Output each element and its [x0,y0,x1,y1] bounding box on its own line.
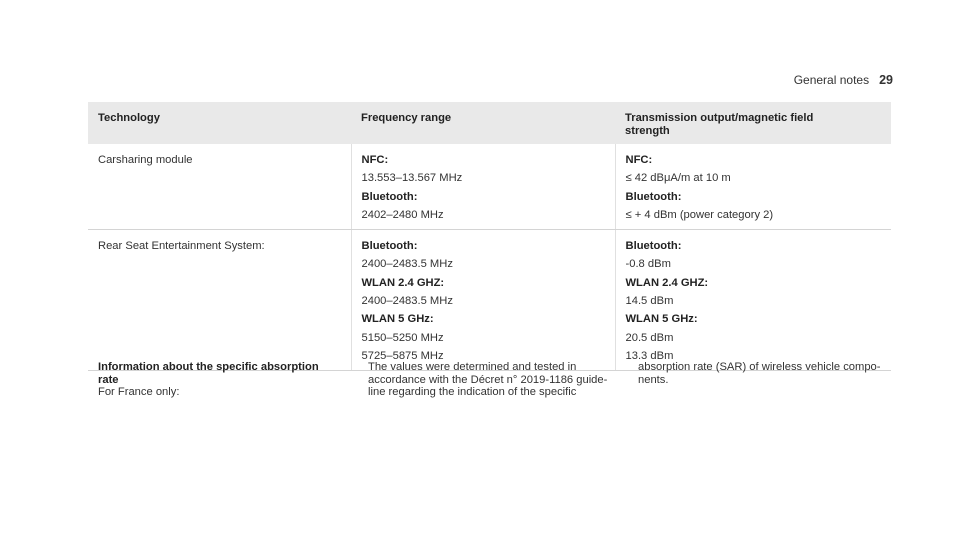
table-row: Carsharing module NFC: 13.553–13.567 MHz… [88,144,891,231]
frequency-value: 2402–2480 MHz [361,208,444,221]
info-text-line: line regarding the indication of the spe… [368,386,577,398]
frequency-value: 2400–2483.5 MHz [361,258,453,271]
info-column-1: Information about the specific absorptio… [98,361,343,399]
info-text-line: The values were determined and tested in [368,361,577,373]
output-value: -0.8 dBm [625,258,671,271]
page-header: General notes 29 [794,73,893,87]
cell-frequency: NFC: 13.553–13.567 MHz Bluetooth: 2402–2… [350,144,615,231]
output-value: 13.3 dBm [625,349,674,362]
page-number: 29 [879,73,893,87]
output-value: 20.5 dBm [625,331,674,344]
output-label: Bluetooth: [625,190,682,203]
table-header-row: Technology Frequency range Transmission … [88,102,891,144]
frequency-label: NFC: [361,154,389,166]
frequency-label: Bluetooth: [361,240,418,253]
output-value: ≤ 42 dBμA/m at 10 m [625,172,731,185]
cell-technology: Rear Seat Entertainment System: [88,229,351,372]
info-column-2: The values were determined and tested in… [368,361,608,399]
cell-output: NFC: ≤ 42 dBμA/m at 10 m Bluetooth: ≤ + … [614,144,891,231]
cell-frequency: Bluetooth: 2400–2483.5 MHz WLAN 2.4 GHZ:… [350,229,615,372]
output-label: NFC: [625,154,653,166]
frequency-label: Bluetooth: [361,190,418,203]
info-title-continued: rate [98,373,119,386]
cell-output: Bluetooth: -0.8 dBm WLAN 2.4 GHZ: 14.5 d… [614,229,891,372]
header-frequency-range: Frequency range [351,102,615,144]
info-title: Information about the specific absorptio… [98,361,319,373]
info-text-line: accordance with the Décret n° 2019-1186 … [368,373,608,386]
output-value: 14.5 dBm [625,295,674,308]
frequency-label: WLAN 5 GHz: [361,313,434,326]
header-transmission-output: Transmission output/magnetic field stren… [615,102,891,144]
info-text-line: absorption rate (SAR) of wireless vehicl… [638,361,881,373]
output-label: WLAN 5 GHz: [625,313,698,326]
section-title: General notes [793,73,870,87]
frequency-value: 2400–2483.5 MHz [361,295,453,308]
frequency-value: 13.553–13.567 MHz [361,172,463,185]
output-label: Bluetooth: [625,240,682,253]
output-value: ≤ + 4 dBm (power category 2) [625,208,774,221]
header-technology: Technology [88,102,351,144]
specification-table: Technology Frequency range Transmission … [88,102,891,372]
info-column-3: absorption rate (SAR) of wireless vehicl… [638,361,898,386]
output-label: WLAN 2.4 GHZ: [625,276,709,289]
info-text-line: nents. [638,373,669,386]
cell-technology: Carsharing module [88,144,351,231]
frequency-label: WLAN 2.4 GHZ: [361,276,445,289]
frequency-value: 5725–5875 MHz [361,349,444,362]
info-text: For France only: [98,386,180,398]
table-row: Rear Seat Entertainment System: Bluetoot… [88,229,891,372]
frequency-value: 5150–5250 MHz [361,331,444,344]
